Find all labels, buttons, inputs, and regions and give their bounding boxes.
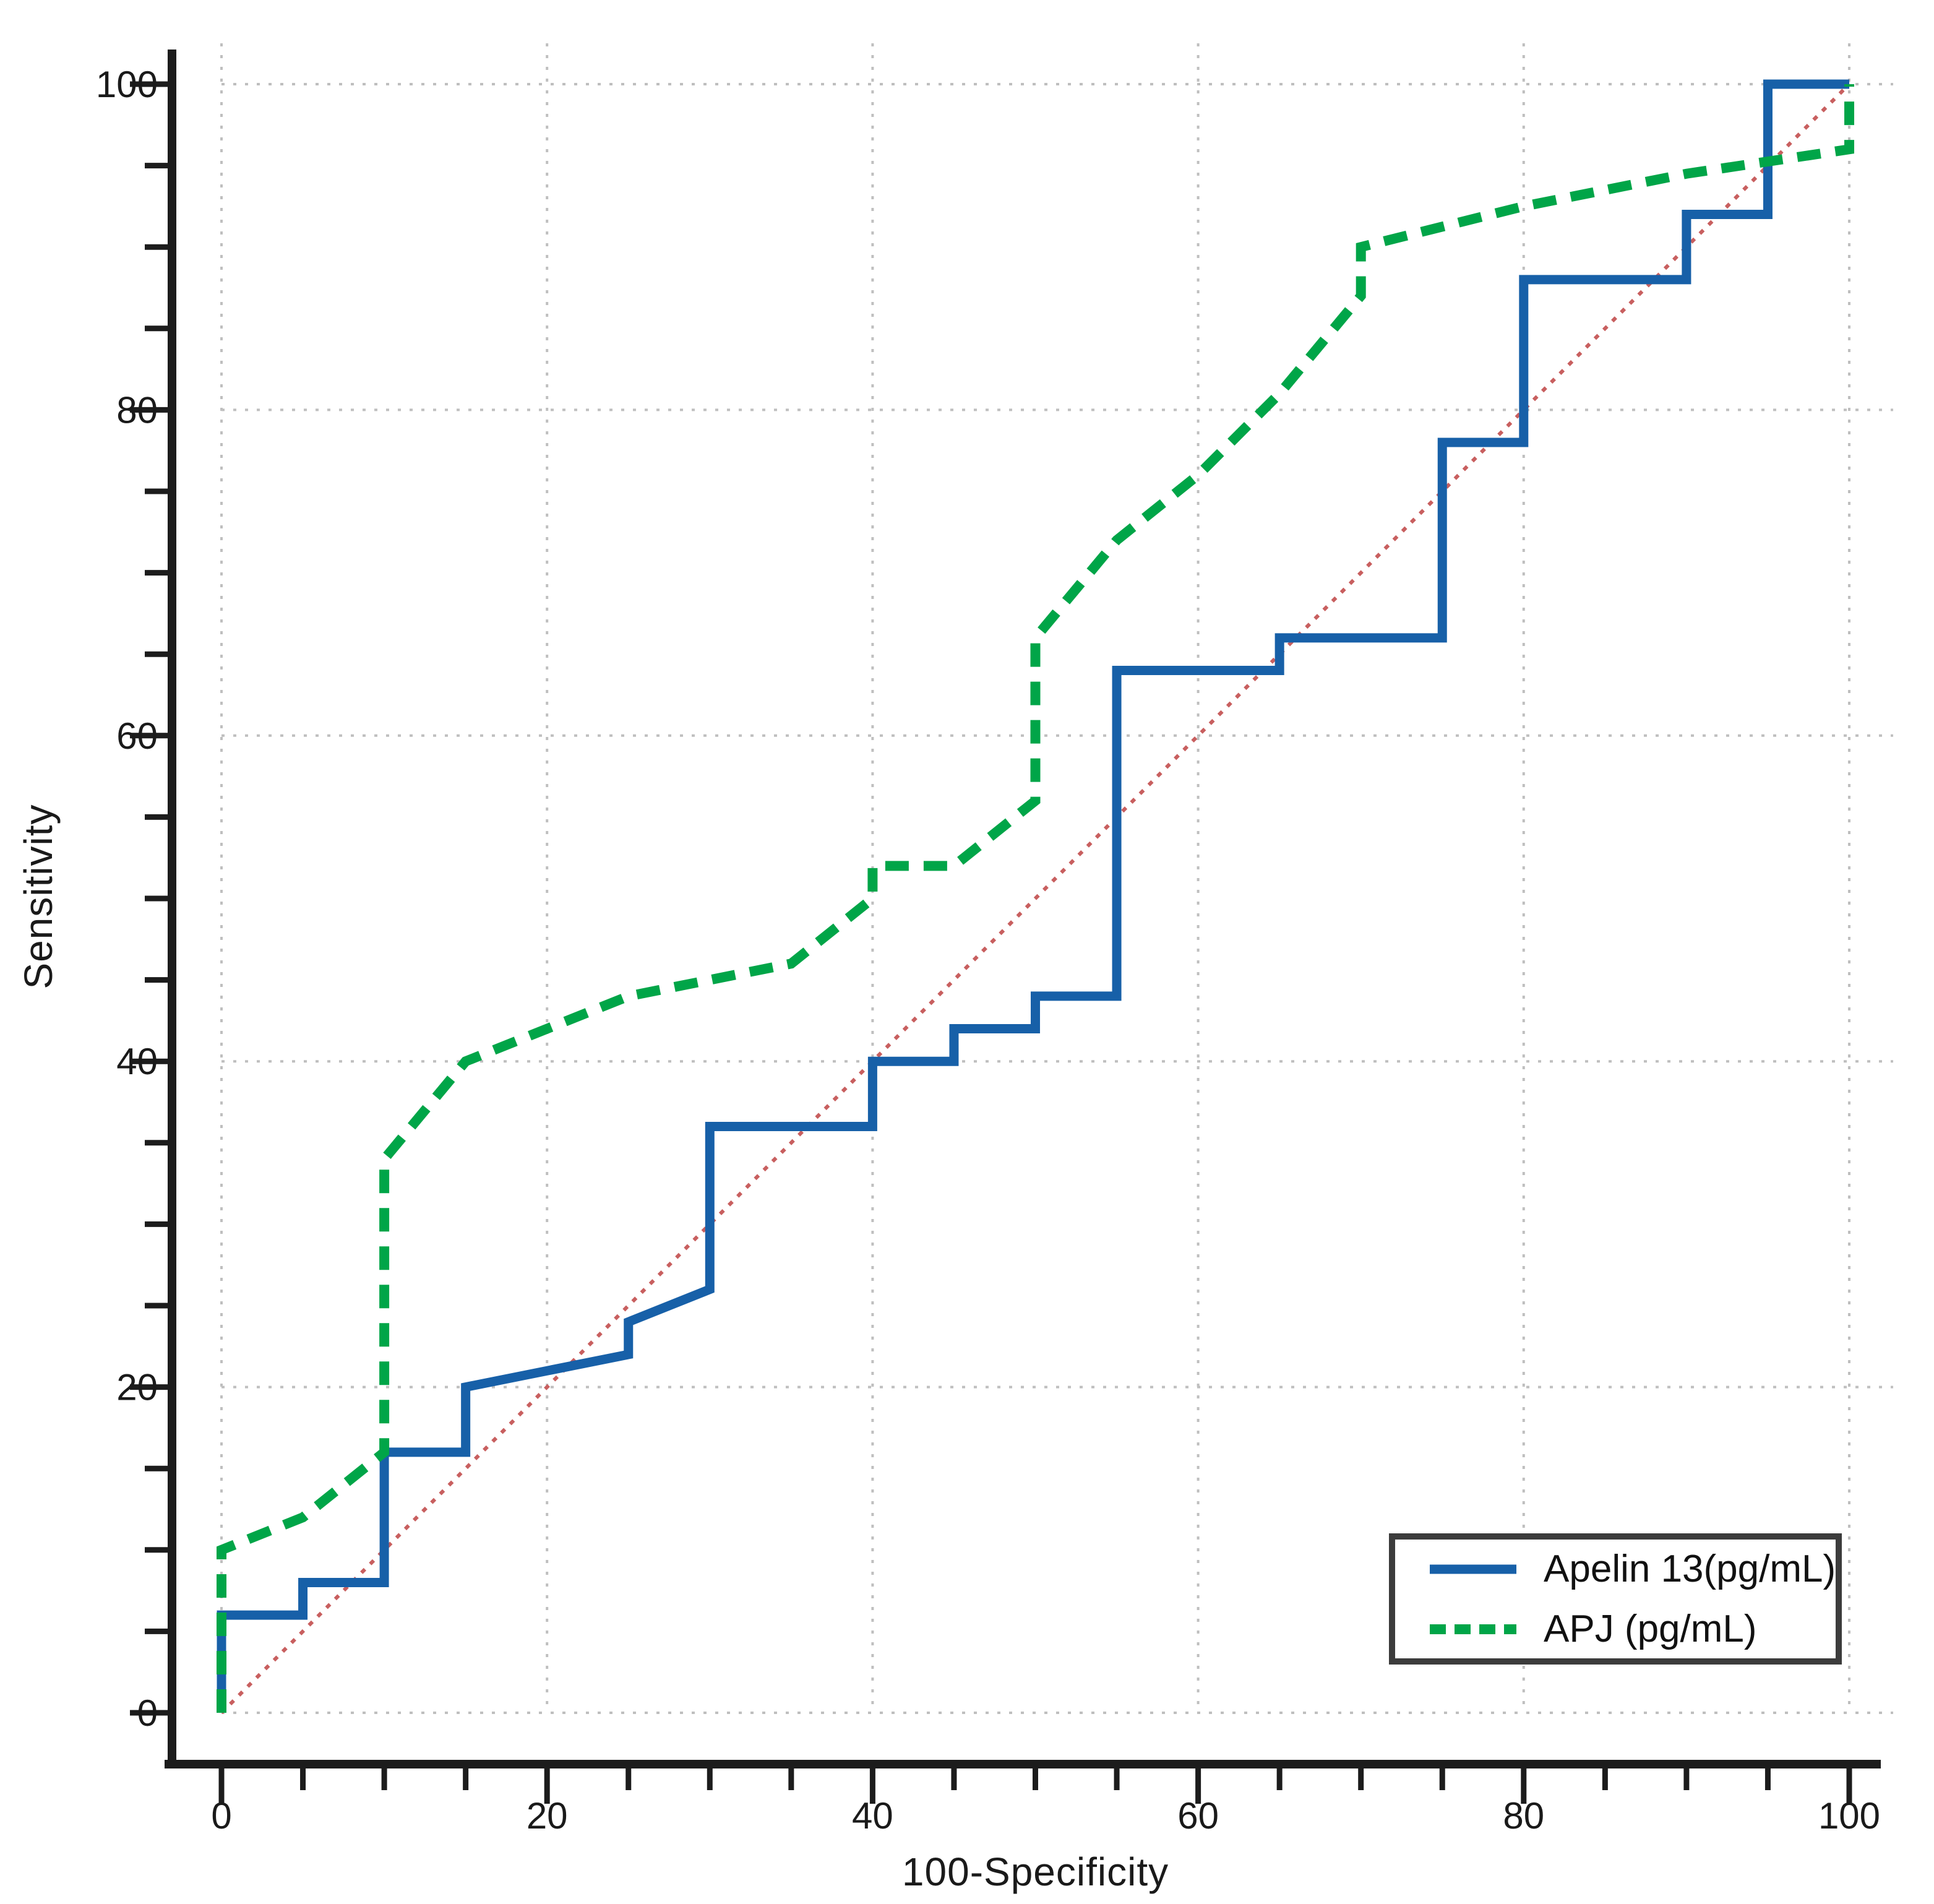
y-axis-title: Sensitivity xyxy=(16,804,61,989)
legend-line-dashed-icon xyxy=(1430,1624,1516,1634)
y-tick-label: 100 xyxy=(96,64,158,105)
reference-diagonal xyxy=(220,82,1851,1715)
legend-item-apelin: Apelin 13(pg/mL) xyxy=(1427,1547,1836,1591)
y-tick-label: 40 xyxy=(116,1041,158,1082)
legend-label-apj: APJ (pg/mL) xyxy=(1544,1608,1757,1650)
series-curve-apj xyxy=(217,84,1854,1713)
x-tick-label: 80 xyxy=(1503,1795,1544,1837)
legend-label-apelin: Apelin 13(pg/mL) xyxy=(1544,1548,1836,1590)
axes: 0 20 40 60 80 100 0 20 40 60 80 100 xyxy=(96,50,1881,1837)
y-tick-label: 0 xyxy=(137,1692,158,1734)
legend-item-apj: APJ (pg/mL) xyxy=(1427,1607,1836,1651)
x-tick-label: 20 xyxy=(526,1795,568,1837)
y-tick-label: 20 xyxy=(116,1367,158,1408)
legend-line-solid-icon xyxy=(1430,1564,1516,1574)
x-tick-label: 100 xyxy=(1818,1795,1880,1837)
x-tick-label: 40 xyxy=(852,1795,893,1837)
x-axis-title: 100-Specificity xyxy=(901,1850,1169,1894)
x-tick-label: 0 xyxy=(211,1795,231,1837)
y-tick-label: 60 xyxy=(116,715,158,757)
legend: Apelin 13(pg/mL) APJ (pg/mL) xyxy=(1389,1533,1842,1665)
y-tick-label: 80 xyxy=(116,389,158,431)
x-tick-label: 60 xyxy=(1177,1795,1219,1837)
gridlines xyxy=(220,43,1893,1714)
